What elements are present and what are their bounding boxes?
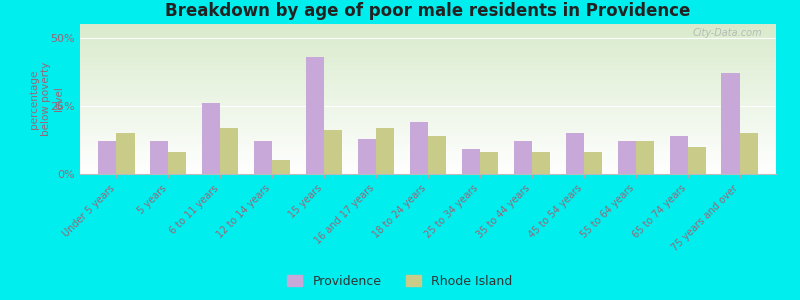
Bar	[584, 152, 602, 174]
Bar	[150, 141, 168, 174]
Bar	[376, 128, 394, 174]
Bar	[688, 147, 706, 174]
Bar	[116, 133, 134, 174]
Bar	[306, 57, 324, 174]
Bar	[202, 103, 220, 174]
Bar	[618, 141, 636, 174]
Bar	[358, 139, 376, 174]
Legend: Providence, Rhode Island: Providence, Rhode Island	[287, 275, 513, 288]
Bar	[566, 133, 584, 174]
Bar	[98, 141, 116, 174]
Bar	[324, 130, 342, 174]
Bar	[428, 136, 446, 174]
Y-axis label: percentage
below poverty
level: percentage below poverty level	[29, 62, 64, 136]
Bar	[532, 152, 550, 174]
Bar	[220, 128, 238, 174]
Bar	[410, 122, 428, 174]
Bar	[722, 73, 740, 174]
Bar	[254, 141, 272, 174]
Bar	[514, 141, 532, 174]
Bar	[168, 152, 186, 174]
Text: City-Data.com: City-Data.com	[693, 28, 762, 38]
Bar	[636, 141, 654, 174]
Bar	[272, 160, 290, 174]
Bar	[462, 149, 480, 174]
Title: Breakdown by age of poor male residents in Providence: Breakdown by age of poor male residents …	[166, 2, 690, 20]
Bar	[670, 136, 688, 174]
Bar	[480, 152, 498, 174]
Bar	[740, 133, 758, 174]
